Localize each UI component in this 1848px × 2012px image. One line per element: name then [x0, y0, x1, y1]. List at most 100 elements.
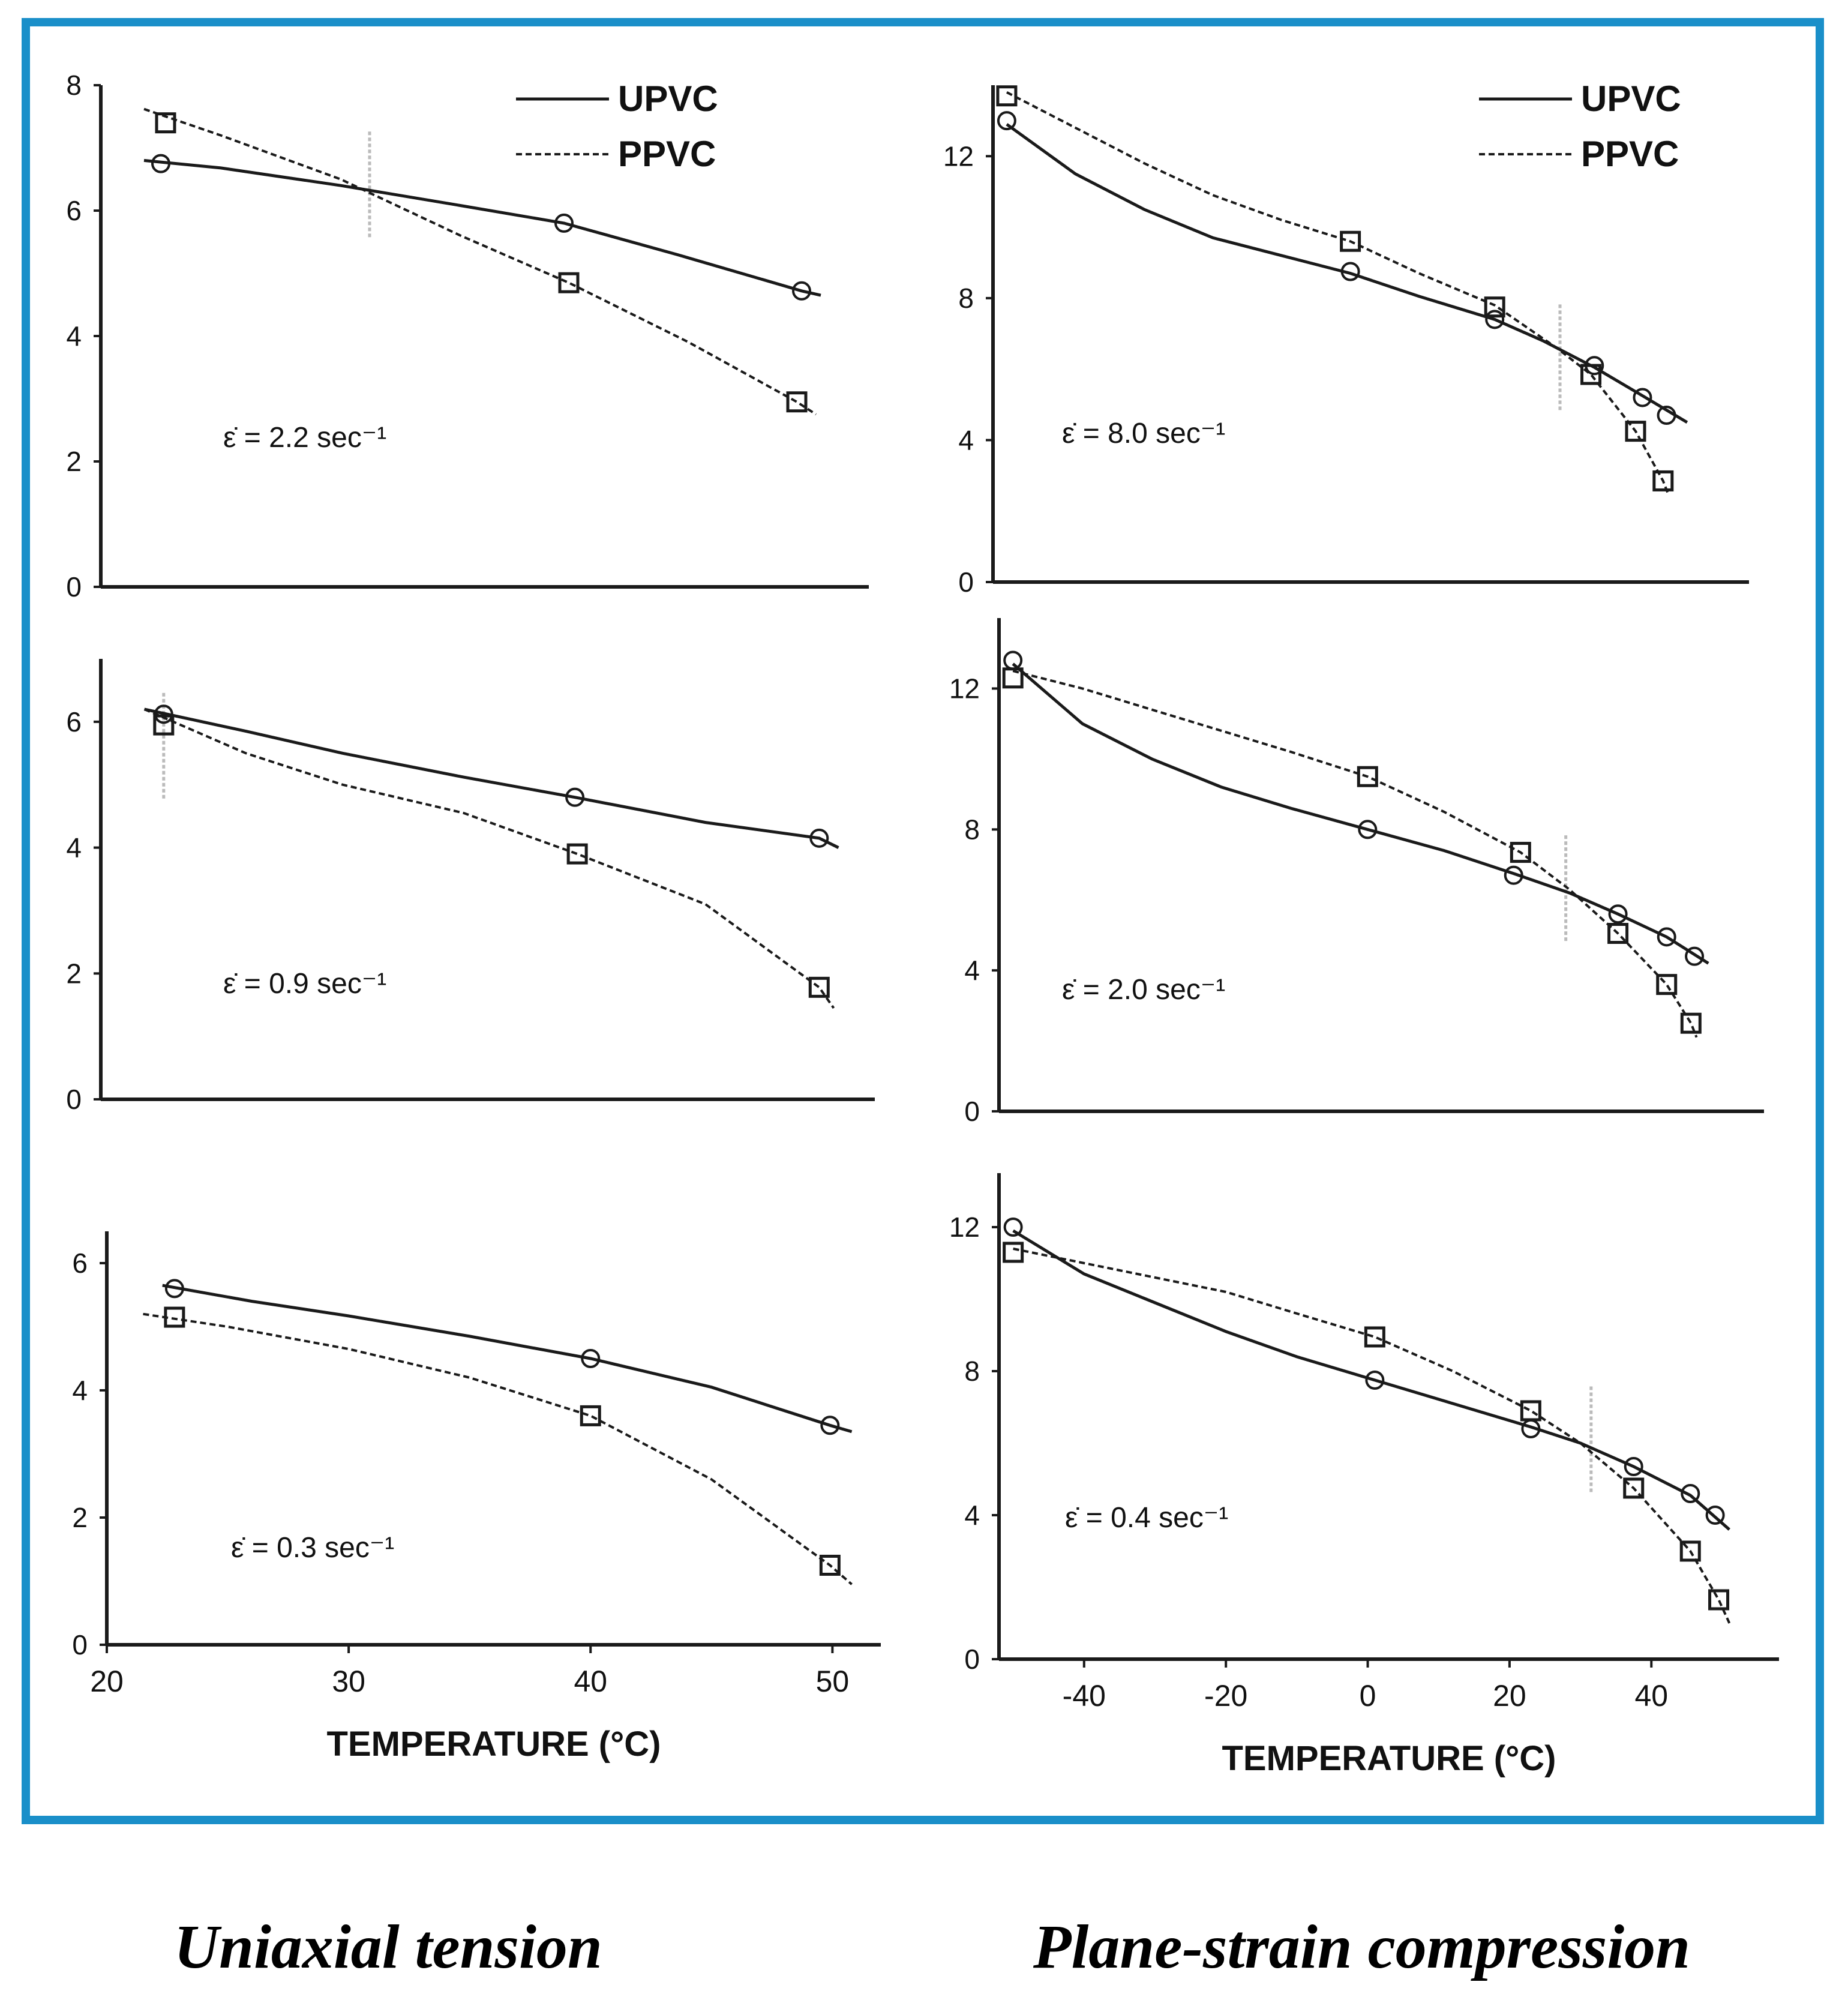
data-point-upvc	[1365, 1371, 1385, 1390]
data-point-upvc	[997, 111, 1016, 131]
chart-panel-1: 0 2 4 6 8 ε̇ = 2.2 sec⁻¹	[66, 70, 869, 602]
data-point-ppvc	[1484, 296, 1505, 318]
data-point-upvc	[565, 787, 585, 807]
data-point-ppvc	[1623, 1477, 1645, 1499]
x-tick-label: 0	[1360, 1679, 1376, 1713]
data-point-ppvc	[164, 1306, 185, 1328]
y-tick-label: 2	[66, 958, 82, 989]
series-line-ppvc	[143, 708, 835, 1009]
y-tick-label: 2	[66, 446, 82, 477]
data-point-ppvc	[1652, 470, 1674, 491]
y-tick-label: 6	[66, 195, 82, 226]
y-tick-label: 4	[964, 1500, 980, 1531]
data-point-upvc	[1657, 406, 1676, 425]
x-tick-label: 20	[1493, 1679, 1526, 1713]
x-axis-title: TEMPERATURE (°C)	[327, 1725, 661, 1764]
data-point-ppvc	[1003, 1242, 1024, 1263]
legend-ppvc-label: PPVC	[1581, 134, 1679, 174]
strain-rate-label: ε̇ = 0.4 sec⁻¹	[1065, 1502, 1228, 1534]
series-line-upvc	[1012, 662, 1709, 965]
data-point-upvc	[1358, 820, 1378, 839]
y-tick-label: 2	[72, 1502, 88, 1533]
x-tick-label: 50	[816, 1665, 850, 1698]
y-tick-label: 4	[958, 424, 974, 455]
series-line-ppvc	[1012, 670, 1698, 1038]
y-tick-label: 12	[943, 140, 974, 172]
data-point-ppvc	[558, 272, 580, 293]
chart-panel-5: 0 4 8 12 ε̇ = 2.0 sec⁻¹	[949, 618, 1764, 1127]
y-tick-label: 12	[949, 1212, 980, 1243]
caption-plane-strain-compression: Plane-strain compression	[1033, 1912, 1690, 1981]
x-tick-label: -40	[1063, 1679, 1106, 1713]
data-point-ppvc	[153, 714, 175, 736]
data-point-upvc	[1485, 310, 1505, 329]
y-tick-label: 0	[72, 1629, 88, 1660]
chart-panel-6: 0 4 8 12 -40 -20 0 20 40 TEMPERATURE (°C) ε̇ = 0.4…	[949, 1173, 1779, 1778]
legend-upvc-label: UPVC	[1581, 79, 1681, 119]
data-point-upvc	[1504, 865, 1523, 885]
caption-uniaxial-tension: Uniaxial tension	[174, 1912, 602, 1981]
y-tick-label: 4	[66, 832, 82, 863]
series-line-upvc	[1006, 123, 1688, 424]
y-tick-label: 8	[964, 814, 980, 845]
strain-rate-label: ε̇ = 2.0 sec⁻¹	[1062, 974, 1225, 1006]
x-tick-label: 30	[332, 1665, 365, 1698]
data-point-upvc	[1624, 1457, 1643, 1476]
data-point-ppvc	[1625, 421, 1646, 442]
figure-frame	[22, 18, 1824, 1824]
data-point-upvc	[1003, 650, 1023, 670]
y-tick-label: 8	[958, 283, 974, 314]
data-point-ppvc	[786, 391, 808, 413]
y-tick-label: 6	[66, 706, 82, 737]
data-point-ppvc	[580, 1405, 601, 1426]
data-point-ppvc	[1607, 922, 1629, 944]
data-point-upvc	[1633, 388, 1652, 407]
x-tick-label: 40	[1634, 1679, 1668, 1713]
data-point-ppvc	[1580, 364, 1602, 385]
series-line-ppvc	[1013, 1248, 1731, 1624]
data-point-upvc	[1681, 1484, 1700, 1503]
data-point-upvc	[581, 1349, 601, 1368]
data-point-upvc	[164, 1279, 184, 1299]
x-tick-label: 40	[574, 1665, 607, 1698]
series-line-ppvc	[1006, 91, 1669, 494]
legend-upvc-label: UPVC	[618, 79, 718, 119]
data-point-upvc	[1685, 946, 1705, 966]
series-line-ppvc	[143, 107, 817, 416]
data-point-ppvc	[808, 976, 830, 998]
data-point-upvc	[554, 213, 574, 233]
data-point-upvc	[1608, 904, 1628, 924]
y-tick-label: 12	[949, 673, 980, 704]
series-line-upvc	[143, 158, 821, 297]
chart-panel-4: 0 4 8 12 ε̇ = 8.0 sec⁻¹	[943, 85, 1749, 598]
data-point-upvc	[1340, 262, 1360, 281]
x-tick-label: -20	[1204, 1679, 1247, 1713]
y-tick-label: 0	[964, 1644, 980, 1675]
y-tick-label: 8	[964, 1356, 980, 1387]
data-point-upvc	[792, 281, 811, 301]
x-axis-title: TEMPERATURE (°C)	[1222, 1739, 1556, 1778]
data-point-ppvc	[1656, 974, 1678, 995]
y-tick-label: 4	[66, 320, 82, 352]
series-line-upvc	[144, 707, 839, 849]
data-point-ppvc	[819, 1555, 841, 1576]
data-point-ppvc	[1357, 766, 1378, 787]
data-point-ppvc	[1520, 1400, 1541, 1422]
data-point-upvc	[1003, 1218, 1023, 1237]
data-point-ppvc	[996, 85, 1018, 107]
x-tick-label: 20	[90, 1665, 124, 1698]
y-tick-label: 0	[958, 566, 974, 598]
y-tick-label: 0	[66, 1084, 82, 1115]
data-point-upvc	[1657, 927, 1676, 947]
y-tick-label: 0	[964, 1096, 980, 1127]
data-point-upvc	[809, 828, 829, 848]
legend-left: UPVC PPVC	[516, 79, 718, 174]
legend-right: UPVC PPVC	[1479, 79, 1681, 174]
strain-rate-label: ε̇ = 8.0 sec⁻¹	[1062, 418, 1225, 449]
data-point-upvc	[820, 1416, 840, 1435]
strain-rate-label: ε̇ = 2.2 sec⁻¹	[223, 422, 386, 454]
data-point-ppvc	[1340, 230, 1361, 252]
y-tick-label: 4	[72, 1375, 88, 1406]
data-point-upvc	[151, 154, 170, 173]
